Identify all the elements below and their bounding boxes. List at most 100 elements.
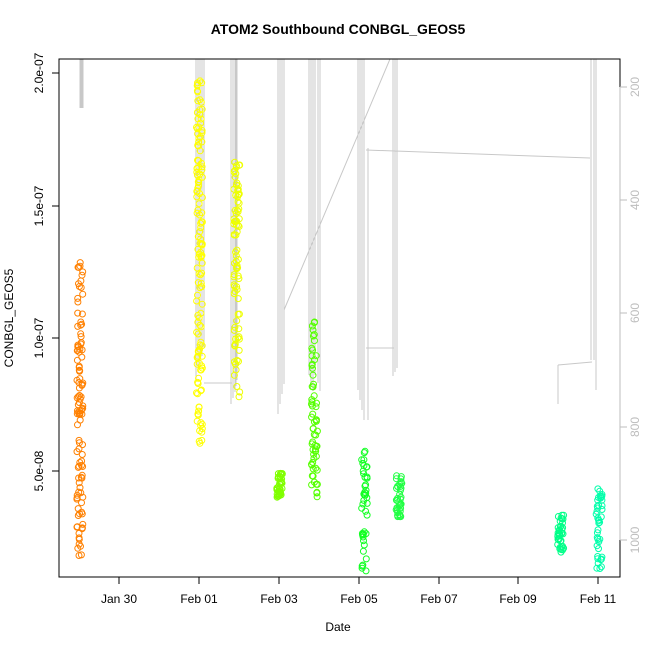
data-point (234, 295, 242, 303)
y-axis-title: CONBGL_GEOS5 (2, 268, 16, 367)
data-point (231, 323, 239, 331)
data-point (596, 518, 604, 526)
data-point (76, 262, 84, 270)
data-point (194, 141, 202, 149)
data-point (194, 157, 202, 165)
right-axis: 200 400 600 800 1000 (619, 77, 642, 553)
data-point (359, 547, 367, 555)
right-tick-label: 1000 (628, 526, 642, 553)
data-point (360, 470, 368, 478)
data-point (554, 529, 562, 537)
data-point (312, 480, 320, 488)
data-point (198, 252, 206, 259)
data-point (313, 399, 320, 407)
data-point (363, 511, 371, 519)
data-point (273, 493, 281, 501)
data-point (197, 338, 205, 346)
data-point (75, 439, 83, 447)
x-tick-label: Feb 03 (260, 592, 298, 606)
data-point (362, 555, 370, 563)
data-point (273, 484, 281, 492)
data-point (234, 198, 242, 206)
data-point (77, 284, 85, 291)
data-point (232, 248, 239, 256)
data-point (312, 431, 320, 439)
data-point (77, 489, 85, 497)
data-point (234, 310, 242, 318)
data-point (198, 420, 206, 428)
right-tick-label: 400 (628, 190, 642, 210)
data-point (194, 354, 202, 362)
data-point (75, 462, 83, 470)
x-tick-label: Feb 11 (580, 592, 617, 606)
right-tick-label: 800 (628, 417, 642, 437)
data-point (79, 290, 87, 298)
data-point (193, 297, 201, 305)
data-point (198, 105, 206, 113)
data-point (74, 346, 82, 354)
data-points (73, 77, 606, 575)
data-point (79, 404, 87, 412)
x-axis: Jan 30 Feb 01 Feb 03 Feb 05 Feb 07 Feb 0… (101, 576, 617, 634)
data-point (75, 384, 83, 392)
y-tick-label: 1.5e-07 (32, 185, 46, 226)
data-point (234, 256, 242, 263)
data-point (193, 328, 201, 336)
data-point (235, 393, 243, 401)
data-point (195, 138, 203, 146)
data-point (196, 284, 204, 292)
data-point (363, 463, 371, 471)
data-point (76, 367, 84, 375)
data-point (394, 482, 401, 490)
data-point (78, 405, 86, 413)
data-point (235, 199, 243, 207)
pressure-profile-lines (79, 58, 597, 420)
data-point (197, 119, 205, 127)
data-point (232, 221, 240, 229)
data-point (77, 330, 85, 338)
data-point (198, 209, 206, 217)
data-point (196, 228, 204, 236)
data-point (198, 428, 206, 436)
data-point (358, 456, 366, 464)
data-point (233, 206, 241, 214)
data-point (76, 259, 84, 267)
data-point (230, 281, 238, 289)
data-point (193, 264, 201, 272)
data-point (308, 344, 316, 352)
data-point (594, 555, 602, 563)
data-point (308, 400, 315, 408)
data-point (76, 459, 84, 466)
data-point (358, 530, 366, 537)
data-point (557, 514, 565, 522)
data-point (594, 514, 602, 522)
data-point (556, 545, 564, 553)
data-point (359, 467, 367, 475)
data-point (594, 485, 602, 493)
data-point (193, 109, 201, 116)
data-point (310, 380, 317, 388)
data-point (233, 179, 241, 187)
data-point (597, 563, 605, 571)
data-point (198, 79, 206, 87)
data-point (196, 345, 204, 353)
data-point (193, 209, 201, 217)
data-point (78, 320, 86, 328)
y-tick-label: 1.0e-07 (32, 317, 46, 358)
data-point (235, 190, 243, 198)
data-point (74, 294, 82, 302)
data-point (75, 263, 83, 271)
data-point (197, 386, 205, 394)
data-point (78, 499, 85, 507)
data-point (233, 228, 241, 236)
x-tick-label: Feb 09 (499, 592, 537, 606)
data-point (194, 142, 202, 150)
data-point (594, 526, 602, 534)
data-point (393, 506, 401, 514)
data-point (74, 421, 81, 429)
data-point (361, 491, 369, 499)
data-point (593, 564, 601, 572)
data-point (230, 326, 238, 334)
data-point (309, 425, 317, 432)
data-point (75, 529, 83, 537)
